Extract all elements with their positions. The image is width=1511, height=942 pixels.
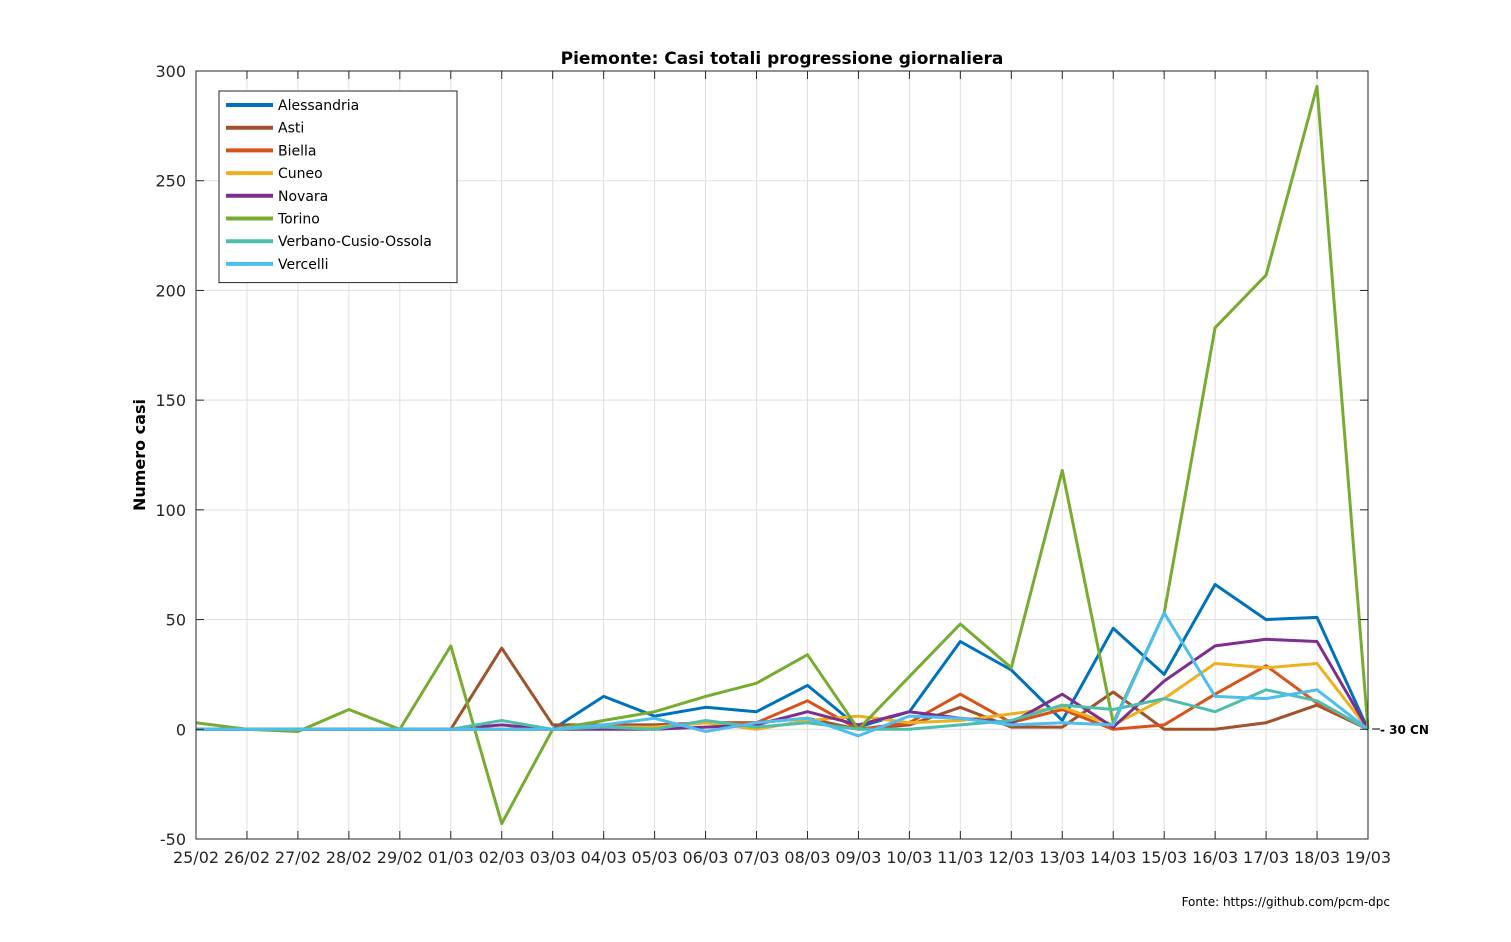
x-tick-label: 01/03 [428, 848, 474, 867]
legend-label: Novara [278, 189, 328, 205]
y-tick-label: 100 [155, 501, 186, 520]
plot-frame [195, 70, 1369, 840]
series-lines [195, 84, 1380, 826]
x-tick-label: 15/03 [1141, 848, 1187, 867]
x-tick-label: 25/02 [173, 848, 219, 867]
legend-label: Vercelli [278, 257, 329, 273]
x-tick-label: 17/03 [1243, 848, 1289, 867]
x-tick-label: 02/03 [479, 848, 525, 867]
x-tick-label: 13/03 [1039, 848, 1085, 867]
x-tick-label: 06/03 [683, 848, 729, 867]
x-tick-label: 14/03 [1090, 848, 1136, 867]
legend-label: Biella [278, 143, 316, 159]
legend-label: Verbano-Cusio-Ossola [278, 234, 432, 250]
x-tick-label: 10/03 [886, 848, 932, 867]
y-axis: -50 0 50 100 150 200 250 300 [155, 62, 1368, 849]
x-tick-label: 19/03 [1345, 848, 1391, 867]
legend: Alessandria Asti Biella Cuneo Novara Torino Ve… [218, 90, 458, 284]
x-tick-label: 07/03 [733, 848, 779, 867]
y-tick-label: 250 [155, 172, 186, 191]
x-tick-label: 28/02 [326, 848, 372, 867]
x-axis: 25/02 26/02 27/02 28/02 29/02 01/03 02/03 03/03… [173, 71, 1391, 867]
x-tick-label: 11/03 [937, 848, 983, 867]
source-note: Fonte: https://github.com/pcm-dpc [1182, 895, 1390, 909]
y-tick-label: 0 [176, 720, 186, 739]
y-tick-label: -50 [160, 830, 186, 849]
x-tick-label: 09/03 [835, 848, 881, 867]
series-line-vercelli [196, 611, 1369, 738]
x-tick-label: 27/02 [275, 848, 321, 867]
y-tick-label: 150 [155, 391, 186, 410]
x-tick-label: 04/03 [581, 848, 627, 867]
x-tick-label: 26/02 [224, 848, 270, 867]
x-tick-label: 05/03 [632, 848, 678, 867]
end-label: - 30 CN [1380, 723, 1429, 737]
x-tick-label: 18/03 [1294, 848, 1340, 867]
x-tick-label: 12/03 [988, 848, 1034, 867]
x-tick-label: 16/03 [1192, 848, 1238, 867]
legend-label: Cuneo [278, 166, 323, 182]
y-tick-label: 50 [166, 611, 186, 630]
x-tick-label: 03/03 [530, 848, 576, 867]
x-tick-label: 08/03 [784, 848, 830, 867]
legend-box [218, 90, 458, 284]
series-line-torino [195, 84, 1370, 826]
y-axis-label: Numero casi [130, 399, 149, 511]
legend-label: Torino [277, 212, 320, 228]
x-tick-label: 29/02 [377, 848, 423, 867]
y-tick-label: 300 [155, 62, 186, 81]
y-tick-label: 200 [155, 281, 186, 300]
legend-label: Asti [278, 121, 304, 137]
chart-title: Piemonte: Casi totali progressione giorn… [561, 49, 1004, 69]
legend-label: Alessandria [278, 98, 359, 114]
